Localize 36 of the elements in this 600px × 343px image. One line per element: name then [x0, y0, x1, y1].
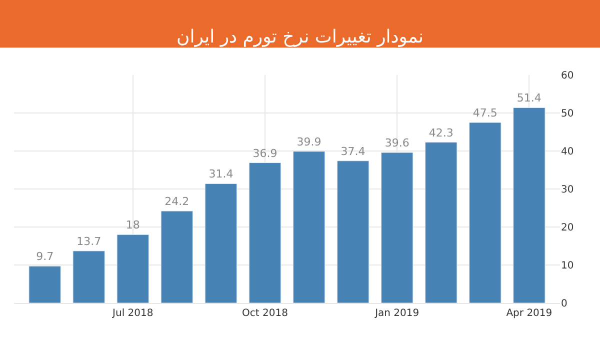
data-label: 37.4	[340, 144, 366, 158]
data-label: 36.9	[252, 146, 278, 160]
bar	[72, 250, 105, 303]
bar	[380, 152, 414, 303]
data-label: 39.6	[384, 136, 410, 150]
data-label: 9.7	[36, 250, 54, 264]
bar	[336, 160, 370, 303]
data-label: 31.4	[208, 168, 234, 181]
bar	[204, 183, 238, 303]
bar	[160, 210, 194, 303]
bar	[248, 162, 282, 303]
data-label: 18	[126, 218, 140, 232]
y-tick-label: 0	[561, 298, 568, 310]
bar	[469, 122, 502, 303]
bar	[513, 107, 546, 303]
chart-title: نمودار تغییرات نرخ تورم در ایران	[176, 26, 424, 48]
data-label: 13.7	[76, 234, 102, 248]
data-label: 24.2	[164, 195, 190, 208]
x-tick-label: Oct 2018	[242, 308, 288, 319]
x-tick-label: Jan 2019	[374, 308, 420, 319]
x-tick-label: Apr 2019	[506, 308, 552, 319]
bar	[116, 234, 149, 303]
bar	[292, 151, 326, 303]
data-label: 42.3	[428, 126, 454, 140]
x-tick-label: Jul 2018	[112, 308, 154, 319]
y-tick-label: 30	[561, 184, 574, 196]
data-label: 51.4	[516, 92, 542, 105]
y-tick-label: 40	[561, 146, 574, 158]
data-label: 39.9	[296, 135, 322, 148]
y-tick-label: 20	[561, 222, 574, 234]
bar	[425, 142, 458, 303]
data-label: 47.5	[472, 106, 498, 120]
y-tick-label: 60	[561, 70, 574, 82]
y-tick-label: 50	[561, 108, 574, 120]
bar	[28, 266, 61, 303]
y-tick-label: 10	[561, 260, 574, 272]
